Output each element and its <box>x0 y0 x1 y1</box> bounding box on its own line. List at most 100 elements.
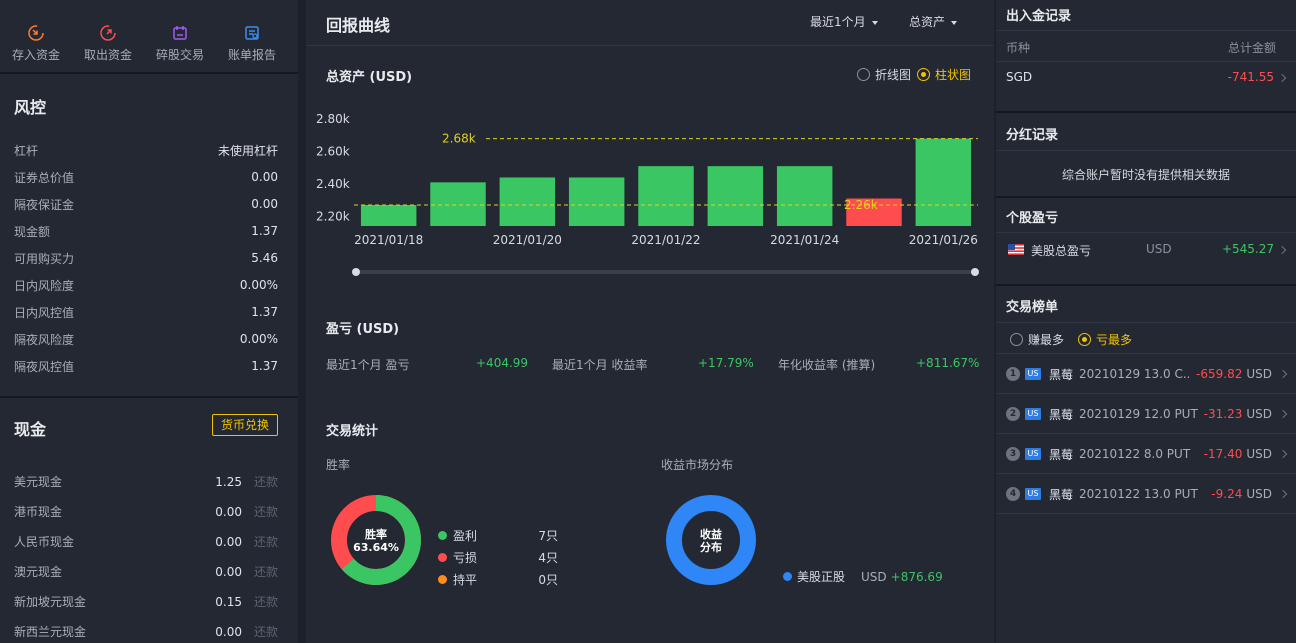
pnl-title: 盈亏 (USD) <box>326 322 400 337</box>
pnl-month-value: +404.99 <box>476 356 529 370</box>
bar <box>360 204 417 226</box>
legend-count: 4只 <box>538 550 558 565</box>
pnl-month-label: 最近1个月 盈亏 <box>326 358 410 372</box>
tab-loss-most[interactable]: 亏最多 <box>1078 331 1132 348</box>
market-dist-label: 收益市场分布 <box>661 458 734 472</box>
radio-label: 亏最多 <box>1096 333 1133 347</box>
range-slider-end-handle[interactable] <box>971 268 979 276</box>
market-center-line2: 分布 <box>700 541 722 554</box>
cash-value: 1.25 <box>215 474 242 489</box>
bar <box>707 166 764 226</box>
risk-row-securities-value: 证券总价值 0.00 <box>14 167 278 187</box>
section-divider <box>996 111 1296 113</box>
deposits-title: 出入金记录 <box>1006 9 1072 24</box>
cash-label: 人民币现金 <box>14 535 75 549</box>
metric-dropdown[interactable]: 总资产 <box>909 13 958 30</box>
risk-row-overnight-control: 隔夜风控值 1.37 <box>14 356 278 376</box>
contract: 20210122 8.0 PUT <box>1079 447 1191 461</box>
cash-label: 新加坡元现金 <box>14 595 87 609</box>
risk-row-buying-power: 可用购买力 5.46 <box>14 248 278 268</box>
cash-value: 0.00 <box>215 564 242 579</box>
section-divider <box>0 396 298 398</box>
risk-value: 1.37 <box>251 224 278 238</box>
win-rate-center-label: 胜率 <box>365 528 387 541</box>
deposit-button[interactable]: 存入资金 <box>0 24 72 72</box>
return-curve-header: 回报曲线 最近1个月 总资产 <box>306 0 994 46</box>
chevron-right-icon[interactable] <box>1277 73 1287 83</box>
risk-label: 证券总价值 <box>14 170 75 185</box>
risk-title: 风控 <box>14 98 47 117</box>
ranking-row[interactable]: 4 US 黑莓 20210122 13.0 PUT -9.24 USD <box>1006 484 1288 504</box>
chevron-right-icon <box>1278 449 1288 459</box>
risk-row-overnight-margin: 隔夜保证金 0.00 <box>14 194 278 214</box>
range-slider-track[interactable] <box>355 270 976 274</box>
fractional-trade-icon <box>173 26 187 40</box>
period-label: 最近1个月 <box>810 15 866 29</box>
bar <box>638 166 694 226</box>
repay-link[interactable]: 还款 <box>253 475 278 489</box>
legend-dot-icon <box>783 572 792 581</box>
rank-badge: 2 <box>1006 407 1020 421</box>
divider <box>996 473 1296 474</box>
risk-row-intraday-risk: 日内风险度 0.00% <box>14 275 278 295</box>
stock-pnl-label: 美股总盈亏 <box>1031 244 1092 258</box>
tab-earn-most[interactable]: 赚最多 <box>1010 331 1064 348</box>
legend-count: 7只 <box>538 528 558 543</box>
risk-value: 0.00 <box>251 197 278 211</box>
risk-label: 隔夜保证金 <box>14 197 75 212</box>
section-divider <box>996 196 1296 198</box>
repay-link[interactable]: 还款 <box>253 625 278 639</box>
pnl-value: -9.24 <box>1211 487 1243 501</box>
currency: USD <box>1246 407 1272 421</box>
legend-dot-icon <box>438 552 447 562</box>
radio-icon <box>1010 333 1023 346</box>
statement-button[interactable]: 账单报告 <box>216 24 288 72</box>
y-tick-label: 2.60k <box>316 145 350 159</box>
repay-link[interactable]: 还款 <box>253 505 278 519</box>
withdraw-button[interactable]: 取出资金 <box>72 24 144 72</box>
min-marker-label: 2.26k <box>844 198 878 212</box>
repay-link[interactable]: 还款 <box>253 565 278 579</box>
repay-link[interactable]: 还款 <box>253 595 278 609</box>
range-slider-start-handle[interactable] <box>352 268 360 276</box>
currency: USD <box>1246 487 1272 501</box>
legend-label: 美股正股 <box>797 570 846 584</box>
cash-label: 美元现金 <box>14 475 63 489</box>
chevron-down-icon <box>871 20 878 25</box>
risk-row-intraday-control: 日内风控值 1.37 <box>14 302 278 322</box>
x-tick-label: 2021/01/26 <box>909 233 978 247</box>
chevron-right-icon <box>1278 369 1288 379</box>
cash-value: 0.15 <box>215 594 242 609</box>
cash-label: 澳元现金 <box>14 565 63 579</box>
market-legend-item: 美股正股 USD +876.69 <box>783 568 943 585</box>
repay-link[interactable]: 还款 <box>253 535 278 549</box>
us-market-badge: US <box>1025 408 1041 420</box>
ranking-row[interactable]: 2 US 黑莓 20210129 12.0 PUT -31.23 USD <box>1006 404 1288 424</box>
rank-badge: 3 <box>1006 447 1020 461</box>
risk-label: 现金额 <box>14 224 51 239</box>
fractional-trade-button[interactable]: 碎股交易 <box>144 24 216 72</box>
pnl-annual-label: 年化收益率 (推算) <box>778 358 876 372</box>
divider <box>996 232 1296 233</box>
line-chart-radio[interactable]: 折线图 <box>857 66 911 83</box>
page-title: 回报曲线 <box>326 16 391 35</box>
legend-item-loss: 亏损 4只 <box>438 546 558 568</box>
currency-exchange-button[interactable]: 货币兑换 <box>212 414 278 436</box>
divider <box>996 322 1296 323</box>
divider <box>996 30 1296 31</box>
risk-label: 日内风险度 <box>14 278 75 293</box>
chevron-right-icon[interactable] <box>1277 245 1287 255</box>
legend-item-win: 盈利 7只 <box>438 524 558 546</box>
bar-chart-radio[interactable]: 柱状图 <box>917 66 971 83</box>
period-dropdown[interactable]: 最近1个月 <box>810 13 878 30</box>
legend-currency: USD <box>861 569 887 584</box>
deposit-amount: -741.55 <box>1227 70 1274 84</box>
chart-title: 总资产 (USD) <box>326 70 413 85</box>
quick-actions: 存入资金 取出资金 碎股交易 账单报告 <box>0 0 298 74</box>
ranking-row[interactable]: 1 US 黑莓 20210129 13.0 C... -659.82 USD <box>1006 364 1288 384</box>
statement-icon <box>245 26 259 40</box>
ranking-row[interactable]: 3 US 黑莓 20210122 8.0 PUT -17.40 USD <box>1006 444 1288 464</box>
bar <box>846 198 902 226</box>
right-panel: 出入金记录 币种 总计金额 SGD -741.55 分红记录 综合账户暂时没有提… <box>996 0 1296 643</box>
risk-row-leverage: 杠杆 未使用杠杆 <box>14 140 278 160</box>
